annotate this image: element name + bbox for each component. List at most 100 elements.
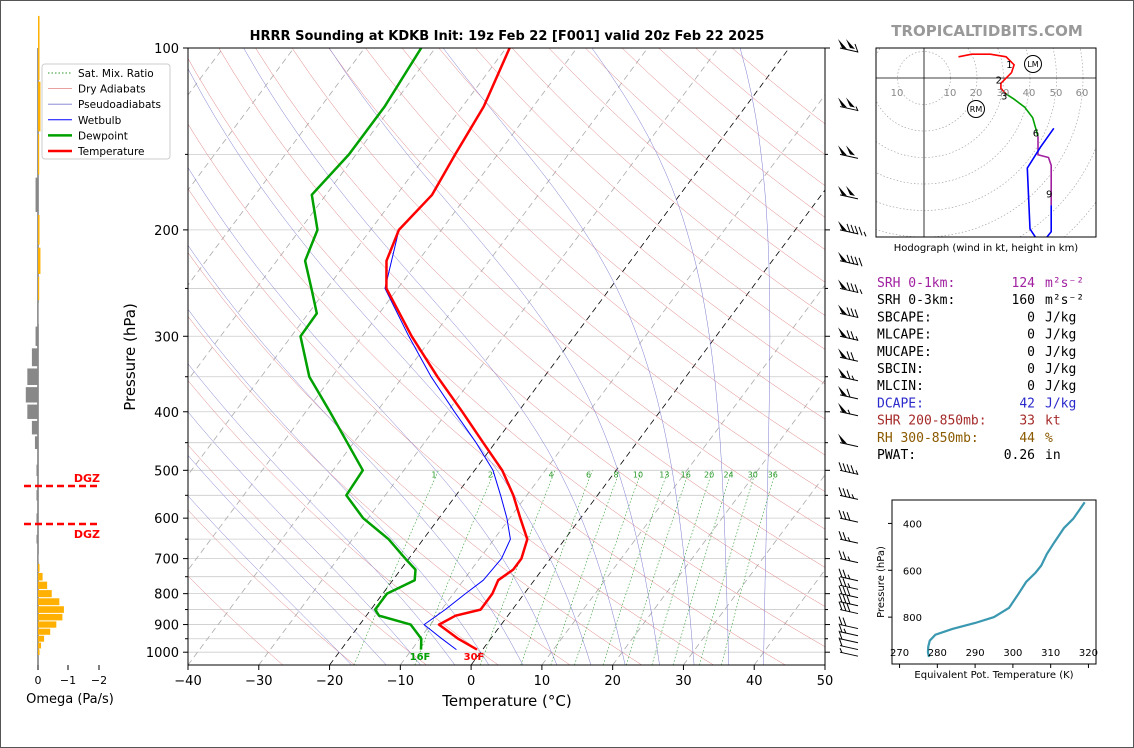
omega-bar — [38, 649, 40, 656]
hodograph-ring-label: 10 — [891, 88, 904, 99]
y-tick-label: 200 — [154, 224, 179, 239]
stat-unit: J/kg — [1045, 379, 1076, 394]
sounding-parameters: SRH 0-1km: 124 m²s⁻² SRH 0-3km: 160 m²s⁻² SBCA… — [877, 276, 1084, 463]
stat-unit: m²s⁻² — [1045, 276, 1084, 291]
surface-dewpoint-label: 16F — [410, 652, 431, 663]
hodograph-ring-label: 40 — [1023, 88, 1036, 99]
x-tick-label: −30 — [245, 674, 272, 689]
omega-bar — [38, 134, 40, 175]
omega-bar — [38, 15, 40, 81]
surface-temperature-label: 30F — [464, 652, 485, 663]
storm-motion-right-mover: RM — [967, 100, 985, 118]
stat-value: 42 — [1019, 396, 1035, 411]
mix-ratio-label-13: 13 — [659, 471, 669, 480]
hodograph-ring-label: 60 — [1076, 88, 1089, 99]
omega-bar — [38, 581, 48, 589]
hodograph-ring-label: 20 — [970, 88, 983, 99]
legend-entry: Sat. Mix. Ratio — [78, 68, 154, 80]
omega-tick-label: −1 — [60, 674, 76, 687]
stat-label: DCAPE: — [877, 396, 924, 411]
omega-panel: 0 −1 −2 — [24, 15, 107, 687]
omega-bar — [37, 554, 39, 563]
omega-bar — [38, 628, 51, 635]
theta-e-x-axis-label: Equivalent Pot. Temperature (K) — [914, 670, 1073, 681]
legend-entry: Wetbulb — [78, 115, 122, 127]
x-tick-label: 50 — [817, 674, 834, 689]
mix-ratio-label-1: 1 — [431, 471, 436, 480]
theta-e-line — [926, 501, 1086, 658]
theta-y-tick-label: 800 — [903, 613, 922, 624]
skewt-axes: −40 −30 −20 −10 0 10 20 30 40 50 100 200 300 400 500 60… — [146, 42, 833, 689]
dgz-top-label: DGZ — [74, 472, 100, 485]
legend-entry: Dry Adiabats — [78, 84, 146, 96]
mix-ratio-label-36: 36 — [768, 471, 778, 480]
omega-bar — [38, 276, 40, 301]
stat-unit: J/kg — [1045, 345, 1076, 360]
svg-text:RM: RM — [970, 105, 983, 114]
x-tick-label: 20 — [604, 674, 621, 689]
height-mark-3: 3 — [1001, 92, 1007, 103]
hodograph-frame — [875, 47, 1097, 238]
omega-bar — [27, 368, 38, 385]
x-tick-label: 40 — [746, 674, 763, 689]
wind-barbs — [838, 39, 867, 657]
y-tick-label: 300 — [154, 330, 179, 345]
legend-entry: Temperature — [77, 146, 145, 158]
stat-label: SBCAPE: — [877, 310, 932, 325]
x-tick-label: 10 — [534, 674, 551, 689]
omega-bar — [36, 464, 38, 477]
hodograph-caption: Hodograph (wind in kt, height in km) — [894, 243, 1079, 254]
stat-label: SRH 0-3km: — [877, 293, 955, 308]
height-mark-6: 6 — [1033, 129, 1039, 140]
skewt-series — [299, 48, 529, 651]
hodograph-segment-0-1km — [958, 53, 1016, 73]
skewt-plot-frame — [187, 47, 826, 666]
y-tick-label: 800 — [154, 588, 179, 603]
stat-unit: in — [1045, 448, 1061, 463]
stat-unit: J/kg — [1045, 310, 1076, 325]
theta-e-y-axis-label: Pressure (hPa) — [876, 546, 887, 618]
height-mark-1: 1 — [1006, 60, 1012, 71]
height-mark-9: 9 — [1046, 190, 1052, 201]
hodograph-segment-9-12km — [1026, 127, 1055, 237]
theta-x-tick-label: 290 — [966, 648, 985, 659]
dewpoint-profile — [299, 48, 423, 650]
omega-tick-label: 0 — [35, 674, 42, 687]
hodograph-rings — [876, 48, 1096, 237]
omega-bar — [38, 563, 40, 572]
y-tick-label: 100 — [154, 42, 179, 57]
stat-label: PWAT: — [877, 448, 916, 463]
stat-label: MLCIN: — [877, 379, 924, 394]
hodograph-segment-1-3km — [1000, 72, 1013, 95]
hodograph-height-marks: 12 3 6 9 — [996, 60, 1053, 201]
omega-bar — [31, 420, 38, 435]
skewt-y-axis-label: Pressure (hPa) — [121, 303, 139, 411]
mix-ratio-label-10: 10 — [633, 471, 643, 480]
omega-bar — [38, 598, 60, 606]
theta-x-tick-label: 310 — [1041, 648, 1060, 659]
y-tick-label: 400 — [154, 406, 179, 421]
stat-value: 160 — [1012, 293, 1035, 308]
mix-ratio-label-2: 2 — [488, 471, 493, 480]
omega-bar — [25, 387, 38, 403]
hodograph-ring-labels: 10 10 20 30 40 50 60 — [891, 88, 1089, 99]
omega-bar — [38, 613, 63, 621]
skewt-legend: Sat. Mix. Ratio Dry Adiabats Pseudoadiabat… — [41, 63, 171, 160]
theta-x-tick-label: 320 — [1079, 648, 1098, 659]
omega-tick-label: −2 — [91, 674, 107, 687]
mix-ratio-label-4: 4 — [548, 471, 553, 480]
x-tick-label: 30 — [675, 674, 692, 689]
theta-e-axes: 270 280 290 300 310 320 400 600 800 — [888, 519, 1098, 668]
omega-bar — [36, 513, 38, 523]
theta-e-frame — [891, 499, 1097, 665]
omega-bar — [38, 642, 42, 649]
mix-ratio-label-6: 6 — [586, 471, 591, 480]
stat-value: 0 — [1027, 379, 1035, 394]
height-mark-2: 2 — [996, 76, 1002, 87]
stat-label: SHR 200-850mb: — [877, 414, 987, 429]
stat-unit: J/kg — [1045, 396, 1076, 411]
skewt-x-axis-label: Temperature (°C) — [441, 692, 571, 710]
y-tick-label: 900 — [154, 619, 179, 634]
omega-bar — [38, 606, 64, 613]
